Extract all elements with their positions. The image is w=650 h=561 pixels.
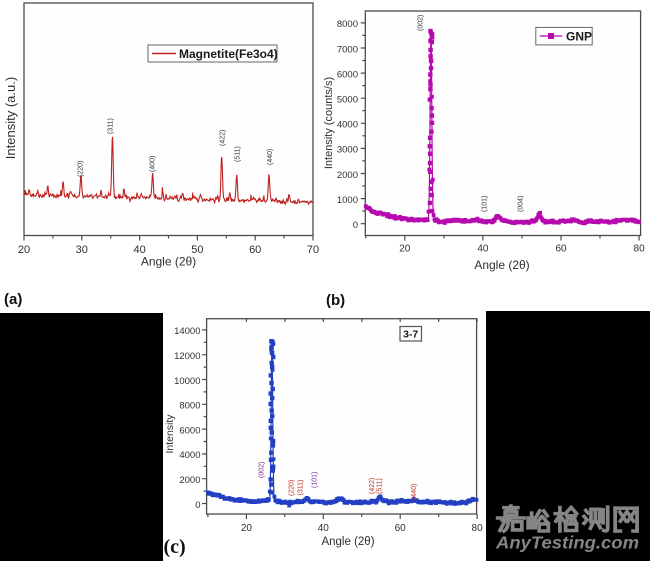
svg-text:(004): (004) [518, 196, 525, 212]
svg-text:2000: 2000 [179, 475, 200, 486]
svg-text:Angle (2θ): Angle (2θ) [141, 255, 196, 269]
svg-text:(311): (311) [108, 118, 115, 134]
svg-text:(c): (c) [164, 536, 186, 558]
svg-text:70: 70 [307, 244, 319, 256]
svg-text:4000: 4000 [337, 120, 358, 131]
svg-text:12000: 12000 [174, 351, 200, 362]
svg-text:6000: 6000 [179, 425, 200, 436]
svg-text:60: 60 [395, 523, 407, 534]
svg-text:0: 0 [353, 220, 358, 231]
svg-text:0: 0 [195, 500, 200, 511]
svg-text:60: 60 [249, 244, 261, 256]
svg-text:Angle (2θ): Angle (2θ) [321, 536, 374, 548]
svg-text:Angle (2θ): Angle (2θ) [474, 258, 529, 272]
svg-text:(101): (101) [312, 472, 319, 488]
svg-text:Intensity (a.u.): Intensity (a.u.) [3, 77, 18, 159]
svg-text:(440): (440) [267, 149, 274, 165]
svg-text:(422): (422) [220, 130, 227, 146]
svg-text:AnyTesting.com: AnyTesting.com [495, 533, 639, 553]
svg-text:(511): (511) [377, 478, 384, 494]
svg-text:2000: 2000 [337, 170, 358, 181]
svg-text:1000: 1000 [337, 195, 358, 206]
svg-text:60: 60 [555, 244, 567, 255]
svg-text:40: 40 [318, 523, 330, 534]
svg-text:50: 50 [191, 244, 203, 256]
svg-text:(b): (b) [326, 292, 345, 309]
svg-text:8000: 8000 [179, 401, 200, 412]
svg-text:(511): (511) [235, 146, 242, 162]
svg-text:Magnetite(Fe3o4): Magnetite(Fe3o4) [179, 47, 278, 61]
svg-text:40: 40 [133, 244, 145, 256]
svg-text:10000: 10000 [174, 376, 200, 387]
svg-text:20: 20 [399, 244, 411, 255]
svg-text:GNP: GNP [566, 30, 592, 44]
svg-text:(422): (422) [369, 478, 376, 494]
svg-text:80: 80 [634, 244, 646, 255]
svg-text:20: 20 [241, 523, 253, 534]
svg-text:30: 30 [76, 244, 88, 256]
svg-text:3000: 3000 [337, 145, 358, 156]
svg-text:(220): (220) [78, 161, 85, 177]
svg-text:4000: 4000 [179, 450, 200, 461]
svg-text:8000: 8000 [337, 19, 358, 30]
svg-text:Intensity (counts/s): Intensity (counts/s) [323, 77, 335, 169]
svg-text:6000: 6000 [337, 69, 358, 80]
svg-text:20: 20 [18, 244, 30, 256]
svg-text:7000: 7000 [337, 44, 358, 55]
svg-text:40: 40 [477, 244, 489, 255]
svg-text:(220): (220) [289, 480, 296, 496]
svg-text:(400): (400) [150, 156, 157, 172]
svg-text:(002): (002) [259, 462, 266, 478]
svg-text:14000: 14000 [174, 326, 200, 337]
svg-text:80: 80 [472, 523, 484, 534]
svg-text:5000: 5000 [337, 95, 358, 106]
svg-text:(a): (a) [4, 291, 22, 308]
svg-text:(101): (101) [482, 196, 489, 212]
svg-text:Intensity: Intensity [164, 414, 176, 454]
svg-text:(311): (311) [298, 480, 305, 496]
svg-text:(440): (440) [411, 484, 418, 500]
svg-text:3-7: 3-7 [403, 329, 418, 341]
svg-text:(002): (002) [418, 15, 425, 31]
